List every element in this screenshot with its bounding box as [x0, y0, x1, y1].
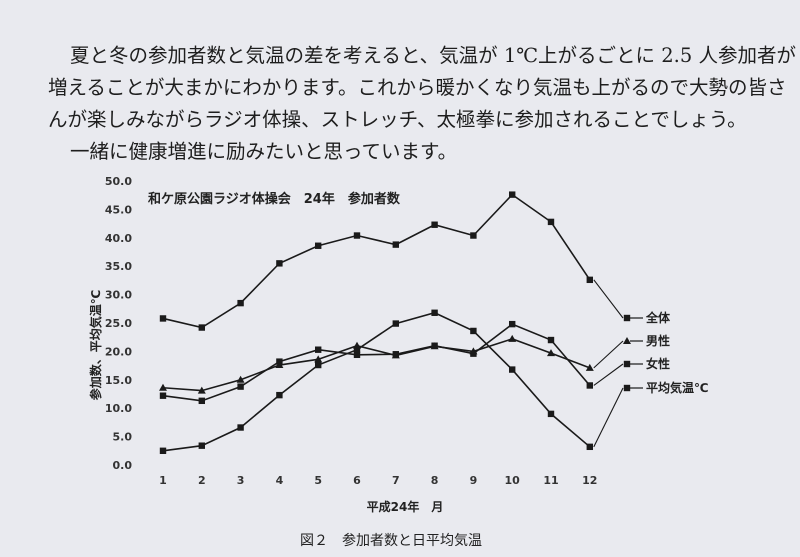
plot-area: 0.0 5.0 10.0 15.0 20.0 25.0 30.0 35.0 40.0 45.0 50… [105, 175, 709, 487]
legend-marker [623, 337, 631, 344]
legend-marker [623, 314, 631, 322]
data-point [159, 447, 167, 454]
data-point [431, 309, 438, 316]
x-tick-label: 7 [392, 474, 400, 487]
data-point [509, 366, 516, 373]
data-point [547, 218, 555, 226]
data-point [431, 221, 438, 228]
legend-leader-line [593, 340, 624, 369]
legend-marker [623, 384, 631, 392]
data-point [237, 299, 244, 307]
x-tick-label: 2 [198, 474, 206, 487]
y-tick-label: 0.0 [113, 459, 133, 472]
data-point [431, 342, 438, 349]
y-axis-title: 参加数、平均気温℃ [88, 290, 103, 401]
data-point [585, 363, 594, 371]
series-line [162, 323, 591, 402]
legend-leader-line [593, 387, 624, 448]
data-point [159, 383, 167, 391]
y-tick-label: 40.0 [105, 232, 132, 245]
data-point [198, 324, 205, 331]
legend-label: 全体 [645, 310, 671, 325]
y-tick-label: 50.0 [105, 175, 132, 188]
x-tick-label: 6 [353, 474, 361, 487]
x-tick-label: 4 [276, 474, 284, 487]
y-tick-label: 10.0 [105, 402, 132, 415]
chart-title: 和ケ原公園ラジオ体操会 24年 参加者数 [148, 191, 401, 207]
data-point [392, 320, 399, 327]
data-point [276, 358, 283, 365]
data-point [547, 349, 555, 357]
data-point [586, 276, 593, 284]
x-tick-label: 10 [505, 474, 521, 487]
x-tick-label: 11 [543, 474, 558, 487]
x-axis-title: 平成24年 月 [367, 499, 444, 514]
data-point [159, 315, 167, 322]
series-line [162, 338, 591, 392]
legend-marker [623, 360, 631, 368]
data-point [315, 346, 322, 353]
data-point [197, 386, 206, 394]
y-tick-label: 15.0 [105, 374, 132, 387]
paragraph-line-4: 一緒に健康増進に励みたいと思っています。 [70, 140, 458, 163]
data-point [470, 232, 477, 239]
x-tick-label: 3 [237, 474, 245, 487]
data-point [315, 361, 322, 369]
legend-label: 平均気温℃ [646, 380, 709, 395]
data-point [353, 232, 361, 239]
data-point [276, 260, 283, 267]
data-point [509, 320, 516, 328]
data-point [586, 382, 593, 389]
data-point [353, 351, 361, 359]
data-point [547, 410, 555, 418]
legend-leader-line [593, 363, 624, 386]
y-tick-label: 20.0 [105, 345, 132, 358]
y-tick-label: 35.0 [105, 260, 132, 273]
data-point [470, 350, 477, 357]
y-tick-label: 45.0 [105, 203, 132, 216]
x-tick-label: 5 [314, 474, 322, 487]
y-tick-label: 30.0 [105, 289, 132, 302]
paragraph-line-2: 増えることが大まかにわかります。これから暖かくなり気温も上がるので大勢の皆さ [48, 76, 787, 99]
data-point [276, 391, 283, 399]
figure-caption: 図２ 参加者数と日平均気温 [300, 533, 482, 549]
data-point [198, 442, 205, 449]
x-tick-label: 8 [431, 474, 439, 487]
legend-label: 女性 [646, 356, 670, 371]
data-point [237, 424, 244, 431]
x-tick-label: 9 [470, 474, 478, 487]
body-paragraph: 夏と冬の参加者数と気温の差を考えると、気温が 1℃上がるごとに 2.5 人参加者… [48, 40, 796, 168]
legend-leader-line [593, 279, 624, 319]
data-point [315, 242, 322, 249]
data-point [470, 327, 477, 335]
x-tick-label: 1 [159, 474, 167, 487]
data-point [237, 383, 244, 390]
data-point [198, 397, 205, 405]
paragraph-line-3: んが楽しみながらラジオ体操、ストレッチ、太極拳に参加されることでしょう。 [48, 108, 747, 131]
legend-label: 男性 [646, 333, 670, 348]
data-point [547, 336, 555, 344]
data-point [159, 392, 167, 399]
data-point [314, 355, 323, 363]
paragraph-line-1: 夏と冬の参加者数と気温の差を考えると、気温が 1℃上がるごとに 2.5 人参加者… [70, 44, 796, 67]
data-point [392, 351, 399, 358]
y-tick-label: 5.0 [113, 431, 133, 444]
y-tick-label: 25.0 [105, 317, 132, 330]
data-point [236, 375, 245, 383]
line-chart: 0.0 5.0 10.0 15.0 20.0 25.0 30.0 35.0 40.0 45.0 50… [88, 175, 709, 514]
series-line [162, 311, 591, 452]
x-tick-label: 12 [582, 474, 597, 487]
data-point [509, 191, 516, 198]
data-point [353, 346, 361, 353]
series-line [162, 193, 591, 329]
data-point [508, 334, 517, 342]
data-point [586, 443, 593, 451]
data-point [392, 241, 399, 248]
